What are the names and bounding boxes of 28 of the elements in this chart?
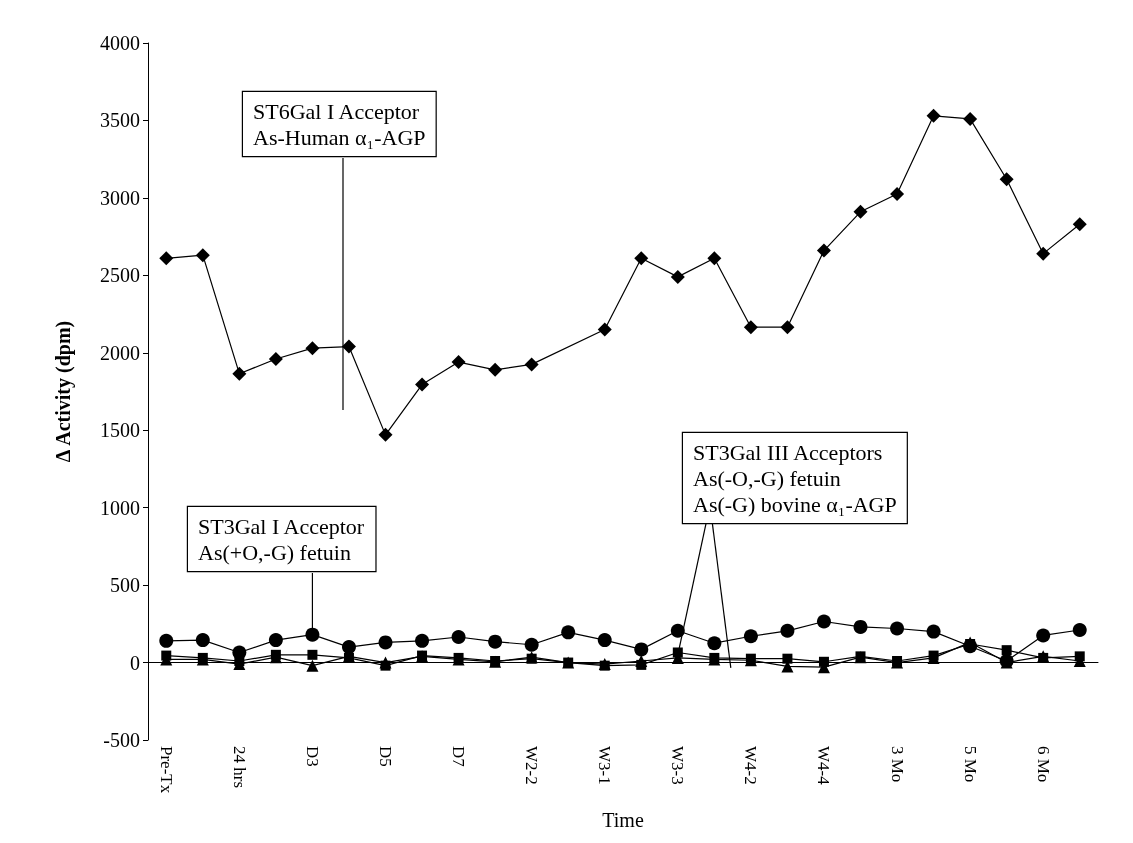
x-tick-label: W3-1 [595, 746, 615, 785]
y-tick-label: 500 [110, 574, 140, 597]
x-tick-label: D7 [449, 746, 469, 768]
annotation: ST3Gal I Acceptor As(+O,-G) fetuin [198, 513, 365, 565]
annotation: ST3Gal III Acceptors As(-O,-G) fetuin As(-G) bovine α₁-AGP [693, 439, 897, 517]
y-tick-label: 0 [130, 651, 140, 674]
y-axis-title: Δ Activity (dpm) [52, 320, 75, 463]
x-tick-label: W3-3 [668, 746, 688, 785]
x-tick-label: D3 [302, 746, 322, 767]
y-tick-label: 3000 [100, 186, 140, 209]
x-tick-label: 24 hrs [229, 746, 249, 789]
y-tick-label: 2500 [100, 264, 140, 287]
y-tick-label: 2000 [100, 341, 140, 364]
y-tick-label: 1500 [100, 419, 140, 442]
x-tick-label: 6 Mo [1033, 746, 1053, 783]
y-tick-label: 4000 [100, 32, 140, 54]
x-tick-label: 5 Mo [960, 746, 980, 783]
x-axis-title: Time [602, 809, 644, 831]
x-tick-label: Pre-Tx [156, 746, 176, 794]
y-tick-label: 1000 [100, 496, 140, 519]
x-tick-label: W4-2 [741, 746, 761, 785]
annotation: ST6Gal I Acceptor As-Human α₁-AGP [253, 98, 426, 150]
x-tick-label: D5 [376, 746, 395, 767]
y-tick-label: -500 [103, 729, 140, 751]
x-tick-label: 3 Mo [887, 746, 907, 783]
x-tick-label: W4-4 [814, 746, 834, 786]
x-tick-label: W2-2 [522, 746, 542, 785]
y-tick-label: 3500 [100, 109, 140, 132]
